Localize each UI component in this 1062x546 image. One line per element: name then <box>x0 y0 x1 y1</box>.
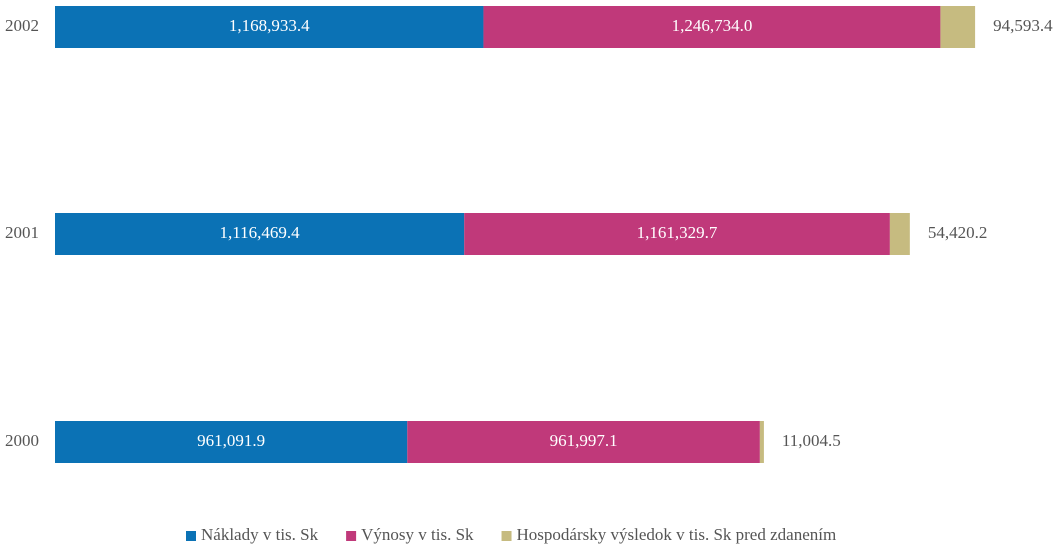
value-label: 961,997.1 <box>550 431 618 450</box>
bar-segment <box>55 421 408 463</box>
bar-segment <box>940 6 976 48</box>
bar-segment <box>759 421 764 463</box>
value-label: 1,168,933.4 <box>229 16 310 35</box>
value-label: 1,246,734.0 <box>672 16 753 35</box>
legend-label: Výnosy v tis. Sk <box>361 525 474 544</box>
legend-label: Hospodársky výsledok v tis. Sk pred zdan… <box>517 525 837 544</box>
category-label: 2001 <box>5 223 39 242</box>
value-label: 11,004.5 <box>782 431 841 450</box>
bar-segment <box>464 213 890 255</box>
legend-swatch <box>501 531 512 541</box>
value-label: 961,091.9 <box>197 431 265 450</box>
bar-segment <box>55 213 465 255</box>
bar-segment <box>55 6 484 48</box>
value-label: 94,593.4 <box>993 16 1053 35</box>
legend-swatch <box>186 531 196 541</box>
bar-segment <box>483 6 941 48</box>
bar-segment <box>889 213 910 255</box>
value-label: 1,161,329.7 <box>637 223 718 242</box>
value-label: 54,420.2 <box>928 223 988 242</box>
category-label: 2000 <box>5 431 39 450</box>
legend-swatch <box>346 531 357 541</box>
value-label: 1,116,469.4 <box>220 223 301 242</box>
bar-segment <box>407 421 760 463</box>
legend-label: Náklady v tis. Sk <box>201 525 319 544</box>
category-label: 2002 <box>5 16 39 35</box>
